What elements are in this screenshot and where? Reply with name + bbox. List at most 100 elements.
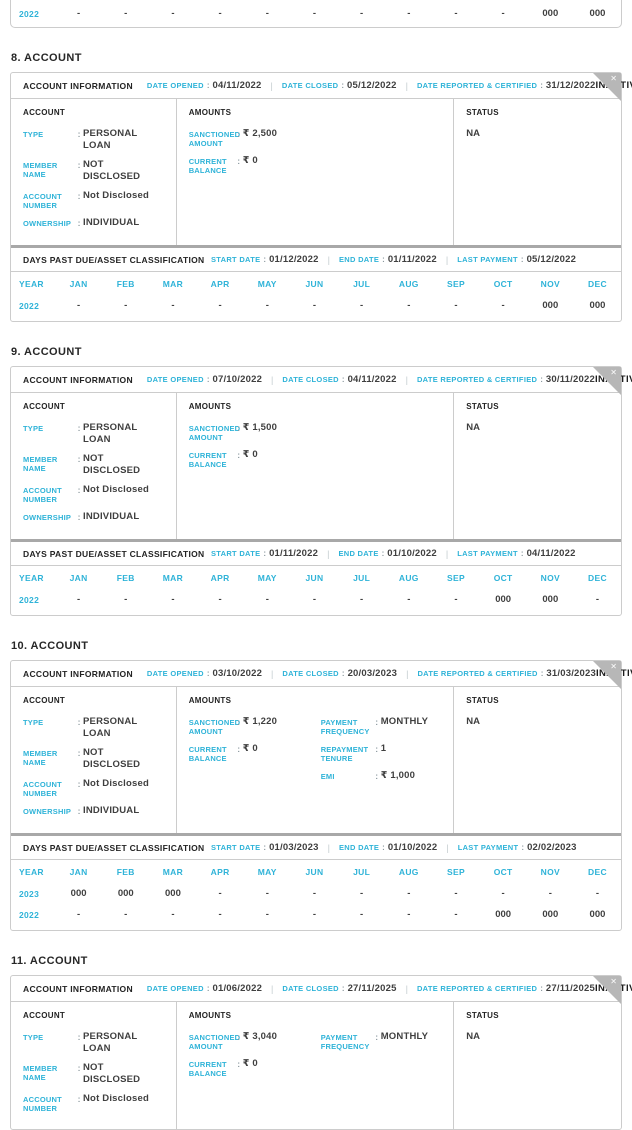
end-date-field: END DATE:01/10/2022 (338, 548, 437, 559)
account-info-title: ACCOUNT INFORMATION (23, 374, 133, 385)
dpd-value-cell: - (77, 300, 81, 311)
dpd-value-cell: 000 (495, 909, 512, 920)
date-opened-field: DATE OPENED:03/10/2022 (146, 668, 263, 679)
dpd-value-cell: - (360, 594, 364, 605)
field-value: INDIVIDUAL (83, 217, 140, 228)
date-reported-field: DATE REPORTED & CERTIFIED:27/11/2025 (416, 983, 595, 994)
account-info-header: ACCOUNT INFORMATION DATE OPENED:04/11/20… (11, 73, 632, 99)
month-column-header: SEP (447, 572, 465, 583)
dpd-value-cell: - (218, 8, 222, 19)
dpd-year-row: 2022 - - - - - - - - - 000 000 - (11, 589, 621, 610)
month-column-header: SEP (447, 278, 465, 289)
dpd-title: DAYS PAST DUE/ASSET CLASSIFICATION (23, 548, 205, 559)
field-label: MEMBER NAME (23, 749, 58, 767)
month-column-header: FEB (116, 278, 135, 289)
month-column-header: MAY (257, 278, 277, 289)
section-title: 10. ACCOUNT (11, 640, 89, 652)
separator: | (270, 80, 273, 91)
field-label: MEMBER NAME (23, 161, 58, 179)
month-column-header: JUN (305, 572, 324, 583)
amounts-subcol-1: SANCTIONED AMOUNT: ₹ 1,220 CURRENT BALANC… (189, 716, 321, 789)
close-icon[interactable]: ✕ (593, 73, 621, 101)
account-fields: TYPE: PERSONAL LOAN MEMBER NAME: NOT DISCL… (23, 716, 164, 817)
field-value: MONTHLY (380, 716, 429, 727)
amount-field: CURRENT BALANCE: ₹ 0 (189, 449, 321, 469)
start-date-field: START DATE:01/11/2022 (211, 548, 319, 559)
status-column-title: STATUS (466, 108, 499, 117)
account-info-title: ACCOUNT INFORMATION (23, 983, 133, 994)
status-column-title: STATUS (466, 402, 499, 411)
dpd-table: YEAR JAN FEB MAR APR MAY JUN JUL AUG SEP OCT NOV DE… (11, 860, 621, 930)
dpd-value-cell: 000 (165, 888, 181, 899)
field-value: NOT DISCLOSED (83, 159, 141, 182)
field-label: ACCOUNT NUMBER (23, 192, 62, 210)
field-label: MEMBER NAME (23, 1064, 58, 1082)
field-value: ₹ 0 (242, 1058, 258, 1069)
dpd-value-cell: - (454, 594, 458, 605)
year-column-header: YEAR (19, 572, 44, 583)
field-label: OWNERSHIP (23, 807, 72, 816)
dpd-value-cell: - (454, 8, 458, 19)
last-payment-field: LAST PAYMENT:04/11/2022 (457, 548, 576, 559)
dpd-header: DAYS PAST DUE/ASSET CLASSIFICATION START… (11, 248, 621, 272)
dpd-value-cell: - (312, 909, 317, 920)
status-value: NA (466, 128, 480, 139)
amounts-subcol-1: SANCTIONED AMOUNT: ₹ 2,500 CURRENT BALANC… (189, 128, 321, 182)
close-icon[interactable]: ✕ (593, 367, 621, 395)
field-value: NOT DISCLOSED (83, 1062, 141, 1085)
dpd-value-cell: - (171, 300, 175, 311)
field-label: CURRENT BALANCE (188, 745, 227, 763)
close-icon[interactable]: ✕ (593, 976, 621, 1004)
dpd-value-cell: - (218, 888, 222, 899)
dpd-value-cell: - (77, 8, 81, 19)
account-fields: TYPE: PERSONAL LOAN MEMBER NAME: NOT DISCL… (23, 1031, 164, 1113)
account-detail-columns: ACCOUNT TYPE: PERSONAL LOAN MEMBER NAME: N… (11, 1002, 621, 1129)
month-column-header: FEB (116, 866, 135, 877)
dpd-value-cell: - (501, 300, 505, 311)
field-label: TYPE (23, 130, 44, 139)
field-label: SANCTIONED AMOUNT (188, 130, 241, 148)
account-info-header: ACCOUNT INFORMATION DATE OPENED:03/10/20… (11, 661, 632, 687)
dpd-month-header-row: YEAR JAN FEB MAR APR MAY JUN JUL AUG SEP OCT NOV DE… (11, 272, 621, 295)
account-column-title: ACCOUNT (23, 402, 66, 411)
amounts-column-title: AMOUNTS (188, 1011, 232, 1020)
field-value: MONTHLY (380, 1031, 429, 1042)
date-opened-field: DATE OPENED:04/11/2022 (146, 80, 262, 91)
dpd-value-cell: - (360, 888, 364, 899)
field-label: TYPE (23, 1033, 44, 1042)
account-field: ACCOUNT NUMBER: Not Disclosed (23, 190, 164, 210)
dpd-value-cell: - (265, 300, 269, 311)
field-value: 1 (380, 743, 387, 754)
dpd-year-label: 2022 (19, 8, 40, 19)
dpd-value-cell: - (124, 594, 128, 605)
month-column-header: NOV (540, 278, 560, 289)
start-date-field: START DATE:01/03/2023 (211, 842, 319, 853)
dpd-year-label: 2022 (19, 594, 40, 605)
account-field: OWNERSHIP: INDIVIDUAL (23, 511, 164, 523)
month-column-header: MAR (162, 866, 184, 877)
field-value: Not Disclosed (83, 190, 149, 201)
month-column-header: MAY (257, 572, 277, 583)
account-card: ACCOUNT INFORMATION DATE OPENED:04/11/20… (10, 72, 632, 322)
date-opened-field: DATE OPENED:07/10/2022 (146, 374, 263, 385)
dpd-year-label: 2022 (19, 909, 40, 920)
date-closed-field: DATE CLOSED:27/11/2025 (282, 983, 397, 994)
month-column-header: AUG (398, 866, 419, 877)
dpd-value-cell: - (171, 594, 175, 605)
dpd-value-cell: - (171, 909, 175, 920)
account-card: ACCOUNT INFORMATION DATE OPENED:01/06/20… (10, 975, 632, 1130)
status-value: NA (466, 1031, 480, 1042)
amounts-column: AMOUNTS SANCTIONED AMOUNT: ₹ 3,040 CURREN… (175, 1002, 454, 1129)
month-column-header: OCT (493, 866, 513, 877)
month-column-header: DEC (588, 866, 607, 877)
dpd-value-cell: - (124, 909, 128, 920)
dpd-title: DAYS PAST DUE/ASSET CLASSIFICATION (23, 842, 205, 853)
account-field: ACCOUNT NUMBER: Not Disclosed (23, 484, 164, 504)
separator: | (327, 548, 330, 559)
month-column-header: JUL (353, 866, 371, 877)
field-label: SANCTIONED AMOUNT (188, 424, 241, 442)
account-detail-columns: ACCOUNT TYPE: PERSONAL LOAN MEMBER NAME: N… (11, 99, 621, 245)
field-label: OWNERSHIP (23, 513, 72, 522)
account-field: TYPE: PERSONAL LOAN (23, 1031, 164, 1055)
close-icon[interactable]: ✕ (593, 661, 621, 689)
